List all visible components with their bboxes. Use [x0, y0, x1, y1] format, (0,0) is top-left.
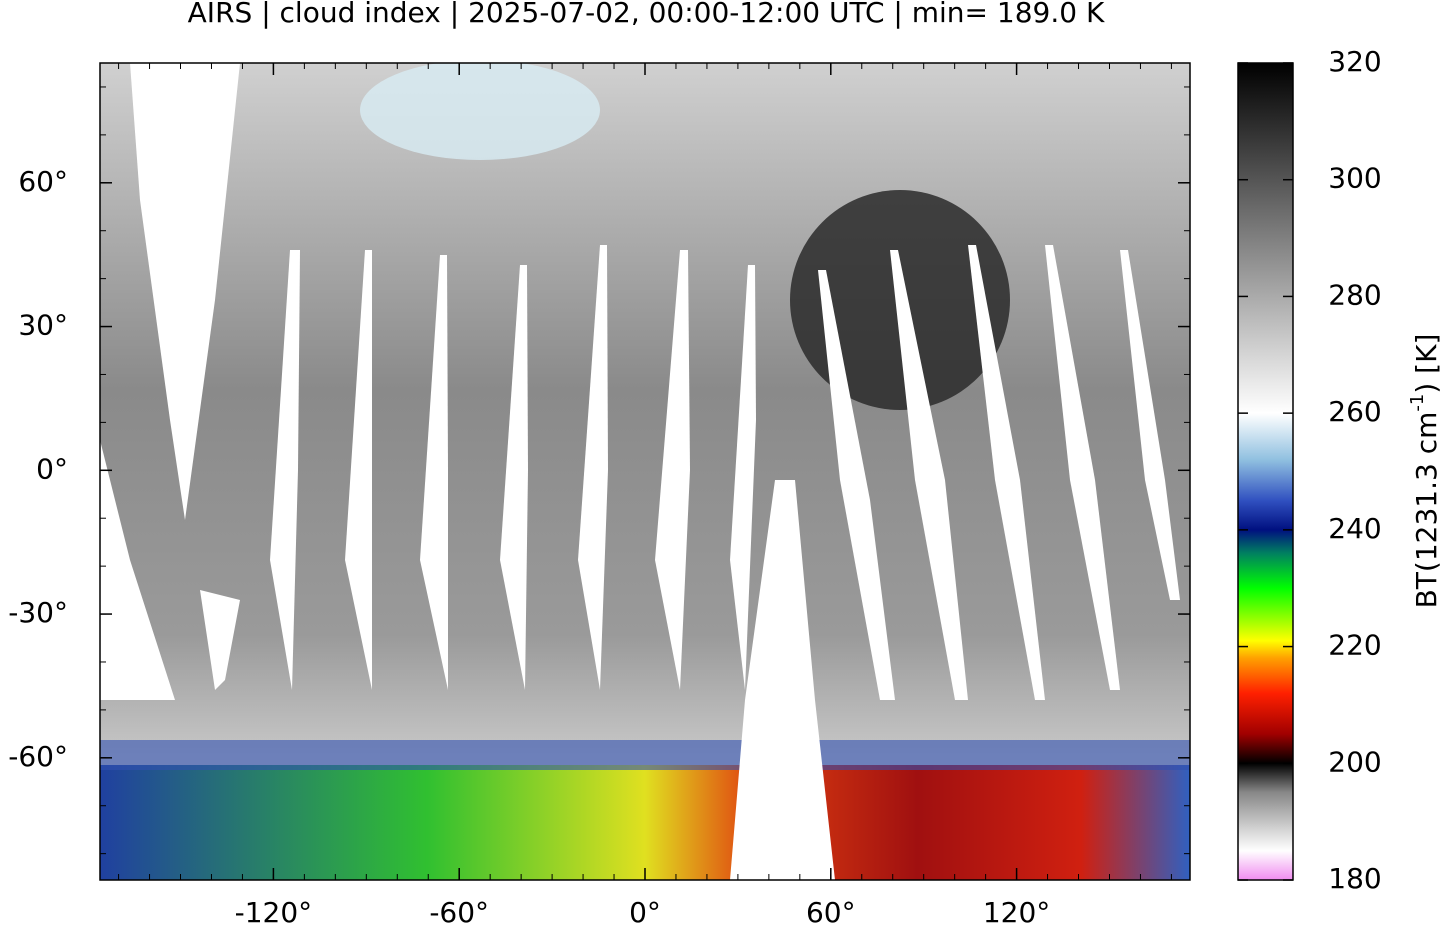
x-tick-label: 60° — [806, 896, 856, 929]
colorbar-tick-label: 280 — [1328, 278, 1381, 311]
colorbar-label: BT(1231.3 cm-1) [K] — [1407, 334, 1442, 609]
x-tick-label: -60° — [429, 896, 489, 929]
title: AIRS | cloud index | 2025-07-02, 00:00-1… — [188, 0, 1105, 29]
label-text: BT(1231.3 cm — [1410, 412, 1442, 609]
x-tick-label: 0° — [629, 896, 661, 929]
label-text: ) [K] — [1410, 334, 1442, 394]
colorbar — [1238, 63, 1293, 880]
label-sup: -1 — [1407, 394, 1428, 412]
x-tick-label: -120° — [235, 896, 313, 929]
x-tick-label: 120° — [983, 896, 1050, 929]
y-tick-label: 60° — [18, 165, 68, 198]
colorbar-tick-label: 220 — [1328, 629, 1381, 662]
y-tick-label: -30° — [8, 596, 68, 629]
colorbar-tick-label: 300 — [1328, 162, 1381, 195]
y-tick-label: 0° — [36, 452, 68, 485]
y-tick-label: -60° — [8, 740, 68, 773]
y-tick-label: 30° — [18, 309, 68, 342]
colorbar-tick-label: 180 — [1328, 862, 1381, 895]
map-image — [100, 60, 1190, 880]
colorbar-tick-label: 260 — [1328, 395, 1381, 428]
colorbar-tick-label: 320 — [1328, 45, 1381, 78]
colorbar-tick-label: 200 — [1328, 745, 1381, 778]
colorbar-tick-label: 240 — [1328, 512, 1381, 545]
